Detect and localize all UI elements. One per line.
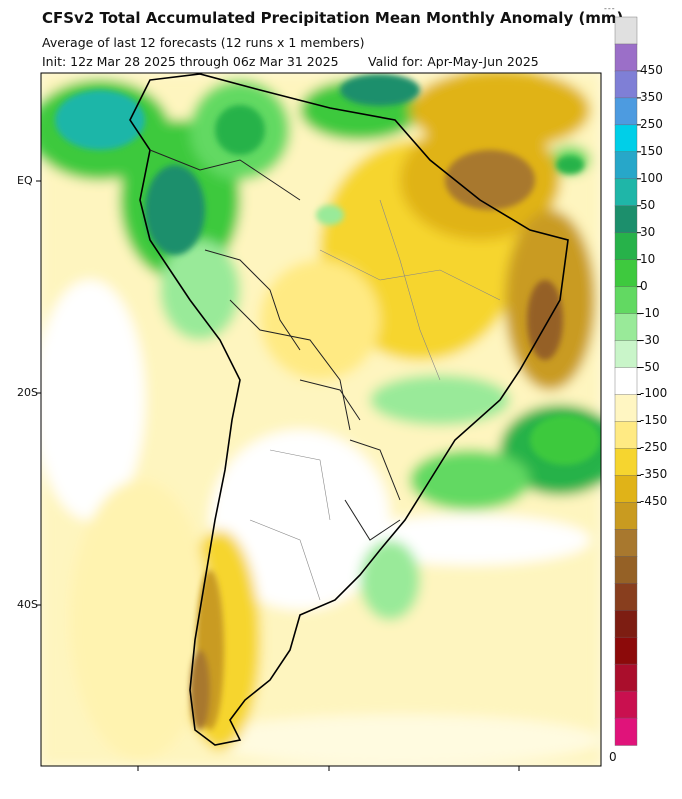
colorbar-label: 30 xyxy=(640,224,656,239)
colorbar-swatch xyxy=(614,97,638,126)
colorbar-swatch xyxy=(614,421,638,450)
colorbar-label: 10 xyxy=(640,251,656,266)
colorbar-swatch xyxy=(614,205,638,234)
colorbar-swatch xyxy=(614,583,638,611)
colorbar-swatch xyxy=(614,259,638,288)
colorbar-swatch xyxy=(614,556,638,584)
colorbar-swatch xyxy=(614,124,638,153)
colorbar-top-mark: --- xyxy=(604,4,616,13)
colorbar-swatch xyxy=(614,394,638,423)
colorbar-label: 250 xyxy=(640,116,663,131)
lat-label-eq: EQ xyxy=(17,174,33,187)
colorbar-swatch xyxy=(614,690,638,719)
colorbar-label: -30 xyxy=(640,332,660,347)
colorbar-swatch xyxy=(614,43,638,72)
colorbar-label: 450 xyxy=(640,62,663,77)
colorbar-label: -100 xyxy=(640,386,668,401)
chart-title: CFSv2 Total Accumulated Precipitation Me… xyxy=(42,9,624,27)
colorbar-label: -250 xyxy=(640,440,668,455)
colorbar-label: -350 xyxy=(640,467,668,482)
colorbar-swatch xyxy=(614,717,638,746)
colorbar-swatch xyxy=(614,232,638,261)
colorbar-swatch xyxy=(614,151,638,180)
valid-period: Valid for: Apr-May-Jun 2025 xyxy=(368,54,539,69)
chart-subtitle: Average of last 12 forecasts (12 runs x … xyxy=(42,35,365,50)
colorbar-swatch xyxy=(614,529,638,557)
init-time: Init: 12z Mar 28 2025 through 06z Mar 31… xyxy=(42,54,339,69)
colorbar-label: -450 xyxy=(640,494,668,509)
colorbar-swatch xyxy=(614,475,638,504)
lat-label-40s: 40S xyxy=(17,598,38,611)
colorbar-label: -50 xyxy=(640,359,660,374)
colorbar-swatch xyxy=(614,636,638,665)
state-borders xyxy=(249,199,501,601)
colorbar-swatch xyxy=(614,70,638,99)
colorbar-swatch xyxy=(614,313,638,342)
colorbar-swatch xyxy=(614,502,638,530)
colorbar-swatch xyxy=(614,340,638,369)
colorbar-swatch xyxy=(614,448,638,477)
colorbar xyxy=(614,16,641,746)
colorbar-bottom-label: 0 xyxy=(609,750,617,764)
colorbar-swatch xyxy=(614,178,638,207)
colorbar-swatch xyxy=(614,367,638,396)
colorbar-swatch xyxy=(614,609,638,638)
colorbar-swatch xyxy=(614,286,638,315)
anomaly-field xyxy=(41,73,601,766)
colorbar-label: 0 xyxy=(640,278,648,293)
continent-outline xyxy=(129,73,569,746)
colorbar-label: 150 xyxy=(640,143,663,158)
colorbar-label: -150 xyxy=(640,413,668,428)
colorbar-label: 100 xyxy=(640,170,663,185)
colorbar-label: -10 xyxy=(640,305,660,320)
map-frame xyxy=(40,72,602,767)
colorbar-label: 50 xyxy=(640,197,656,212)
axis-ticks xyxy=(36,180,520,771)
country-borders xyxy=(149,149,401,541)
colorbar-swatch xyxy=(614,16,638,45)
lat-label-20s: 20S xyxy=(17,386,38,399)
colorbar-label: 350 xyxy=(640,89,663,104)
colorbar-swatch xyxy=(614,663,638,692)
